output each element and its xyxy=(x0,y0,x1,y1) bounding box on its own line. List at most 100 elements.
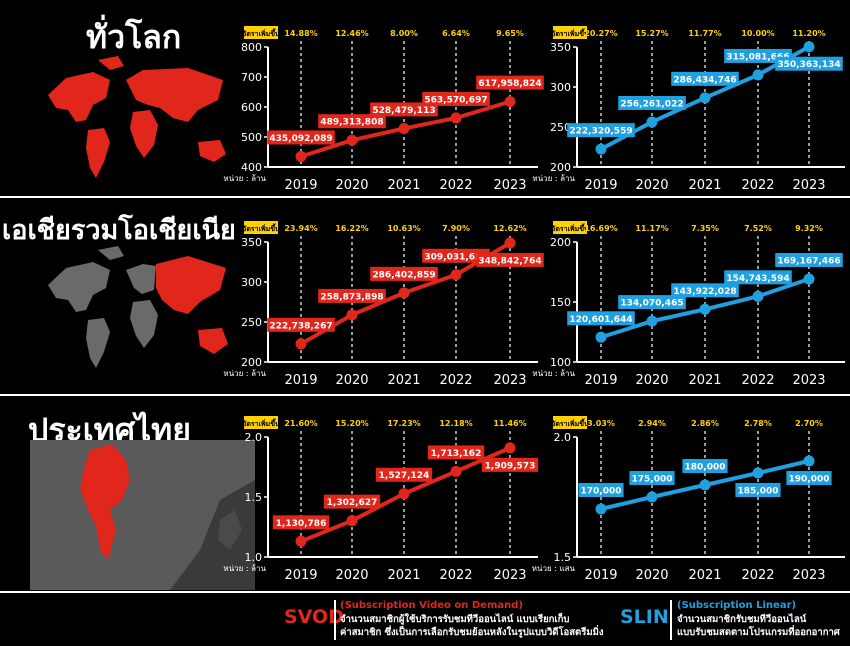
y-tick-label-slin-1: 100 xyxy=(550,356,571,369)
x-tick-label-svod-2: 2023 xyxy=(493,568,526,583)
y-tick-label-slin-2: 1.5 xyxy=(554,551,572,564)
x-tick-label-slin-2: 2023 xyxy=(792,568,825,583)
growth-rate-svod-0: 9.65% xyxy=(496,29,524,38)
y-tick-label-svod-1: 250 xyxy=(241,316,262,329)
growth-rate-svod-1: 16.22% xyxy=(335,224,368,233)
data-point-svod-1 xyxy=(398,287,410,299)
data-point-svod-0 xyxy=(295,150,307,162)
x-tick-label-svod-2: 2022 xyxy=(439,568,472,583)
data-label-box-slin-1 xyxy=(567,311,635,326)
thailand-map-icon xyxy=(30,440,255,590)
legend-svod-code: SVOD xyxy=(284,606,344,628)
x-tick-label-slin-2: 2022 xyxy=(741,568,774,583)
growth-rate-svod-0: 12.46% xyxy=(335,29,368,38)
growth-badge-slin-1 xyxy=(553,221,587,234)
growth-rate-slin-0: 11.20% xyxy=(792,29,825,38)
data-label-box-svod-2 xyxy=(481,457,539,472)
x-tick-label-svod-1: 2021 xyxy=(387,373,420,388)
world-map-icon xyxy=(48,56,226,178)
data-point-svod-1 xyxy=(295,338,307,350)
region-title-asia-oceania: เอเชียรวมโอเชียเนีย xyxy=(2,215,236,246)
data-point-svod-0 xyxy=(346,134,358,146)
data-label-svod-2: 1,302,627 xyxy=(327,498,378,508)
x-tick-label-svod-0: 2019 xyxy=(284,178,317,193)
data-label-slin-1: 120,601,644 xyxy=(569,315,632,325)
x-tick-label-slin-1: 2020 xyxy=(635,373,668,388)
growth-badge-label-slin-2: อัตราเพิ่มขึ้น xyxy=(551,417,589,428)
x-tick-label-slin-0: 2023 xyxy=(792,178,825,193)
data-label-box-slin-0 xyxy=(671,71,739,86)
data-label-svod-1: 348,842,764 xyxy=(478,256,541,266)
data-label-svod-1: 309,031,654 xyxy=(424,252,487,262)
growth-rate-svod-0: 14.88% xyxy=(284,29,317,38)
y-tick-label-svod-1: 300 xyxy=(241,276,262,289)
growth-badge-label-slin-1: อัตราเพิ่มขึ้น xyxy=(551,222,589,233)
data-point-svod-2 xyxy=(398,488,410,500)
growth-badge-slin-0 xyxy=(553,26,587,39)
data-label-svod-2: 1,527,124 xyxy=(379,471,430,481)
growth-rate-slin-2: 2.94% xyxy=(638,419,666,428)
growth-rate-svod-2: 17.23% xyxy=(387,419,420,428)
data-label-box-svod-2 xyxy=(323,494,381,509)
growth-rate-slin-2: 3.03% xyxy=(587,419,615,428)
growth-badge-label-slin-0: อัตราเพิ่มขึ้น xyxy=(551,27,589,38)
y-tick-label-svod-2: 2.0 xyxy=(245,431,263,444)
data-label-box-slin-2 xyxy=(629,471,675,485)
x-tick-label-svod-2: 2020 xyxy=(335,568,368,583)
data-point-svod-1 xyxy=(450,269,462,281)
x-tick-label-svod-1: 2023 xyxy=(493,373,526,388)
x-tick-label-slin-2: 2021 xyxy=(688,568,721,583)
data-label-slin-2: 185,000 xyxy=(738,487,779,497)
data-label-box-slin-0 xyxy=(567,123,635,138)
data-point-slin-0 xyxy=(595,143,607,155)
unit-label-slin-0: หน่วย : ล้าน xyxy=(532,174,575,183)
data-label-svod-0: 489,313,808 xyxy=(320,118,383,128)
x-tick-label-slin-0: 2022 xyxy=(741,178,774,193)
data-label-box-svod-0 xyxy=(370,102,438,117)
data-label-svod-0: 563,570,697 xyxy=(424,95,487,105)
y-tick-label-svod-2: 1.5 xyxy=(245,491,263,504)
x-tick-label-svod-2: 2021 xyxy=(387,568,420,583)
data-label-box-slin-1 xyxy=(618,295,686,310)
data-label-slin-0: 315,081,666 xyxy=(726,52,789,62)
data-label-slin-1: 134,070,465 xyxy=(620,299,683,309)
data-point-slin-2 xyxy=(646,491,658,503)
data-point-slin-0 xyxy=(699,92,711,104)
growth-rate-svod-1: 12.62% xyxy=(493,224,526,233)
growth-rate-svod-2: 12.18% xyxy=(439,419,472,428)
data-label-box-slin-0 xyxy=(618,95,686,110)
growth-rate-svod-1: 10.63% xyxy=(387,224,420,233)
data-label-box-slin-2 xyxy=(735,483,781,497)
x-tick-label-slin-0: 2021 xyxy=(688,178,721,193)
data-label-svod-2: 1,909,573 xyxy=(485,461,536,471)
y-tick-label-slin-1: 150 xyxy=(550,296,571,309)
y-tick-label-slin-2: 2.0 xyxy=(554,431,572,444)
x-tick-label-svod-0: 2020 xyxy=(335,178,368,193)
y-tick-label-slin-0: 250 xyxy=(550,121,571,134)
y-tick-label-svod-1: 200 xyxy=(241,356,262,369)
data-point-slin-1 xyxy=(595,331,607,343)
growth-rate-svod-1: 23.94% xyxy=(284,224,317,233)
data-label-slin-2: 180,000 xyxy=(685,463,726,473)
growth-rate-slin-1: 7.52% xyxy=(744,224,772,233)
data-label-box-svod-1 xyxy=(370,266,438,281)
y-tick-label-slin-0: 300 xyxy=(550,81,571,94)
data-point-slin-1 xyxy=(646,315,658,327)
data-label-svod-0: 617,958,824 xyxy=(478,79,541,89)
data-label-box-svod-0 xyxy=(422,91,490,106)
y-tick-label-svod-1: 350 xyxy=(241,236,262,249)
data-point-svod-0 xyxy=(504,96,516,108)
y-tick-label-svod-0: 800 xyxy=(241,41,262,54)
y-tick-label-svod-0: 700 xyxy=(241,71,262,84)
unit-label-slin-2: หน่วย : แสน xyxy=(532,564,576,573)
unit-label-svod-1: หน่วย : ล้าน xyxy=(223,369,266,378)
x-tick-label-svod-0: 2022 xyxy=(439,178,472,193)
data-point-slin-1 xyxy=(699,303,711,315)
data-label-box-svod-0 xyxy=(318,114,386,129)
data-point-slin-2 xyxy=(803,455,815,467)
y-tick-label-svod-0: 600 xyxy=(241,101,262,114)
data-label-svod-1: 222,738,267 xyxy=(269,321,332,331)
x-tick-label-svod-0: 2023 xyxy=(493,178,526,193)
growth-badge-slin-2 xyxy=(553,416,587,429)
